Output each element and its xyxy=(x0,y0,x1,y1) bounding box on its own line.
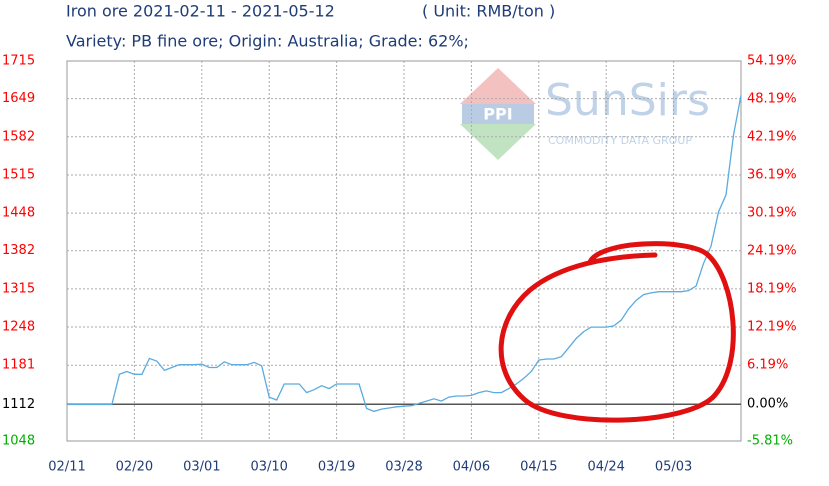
y-tick-label: 1382 xyxy=(2,243,35,258)
y2-tick-label: 0.00% xyxy=(747,397,788,412)
x-tick-label: 03/19 xyxy=(318,460,355,475)
y2-tick-label: -5.81% xyxy=(747,434,793,449)
y-tick-label: 1649 xyxy=(2,91,35,106)
x-tick-label: 04/24 xyxy=(587,460,624,475)
y-tick-label: 1112 xyxy=(2,397,35,412)
watermark: PPI SunSirs COMMODITY DATA GROUP xyxy=(460,68,710,160)
y2-tick-label: 54.19% xyxy=(747,54,797,69)
x-tick-label: 03/10 xyxy=(250,460,287,475)
logo-band xyxy=(462,104,534,124)
y2-tick-label: 42.19% xyxy=(747,130,797,145)
y2-tick-label: 30.19% xyxy=(747,206,797,221)
y2-tick-label: 24.19% xyxy=(747,244,797,259)
y2-tick-label: 36.19% xyxy=(747,168,797,183)
x-tick-label: 02/11 xyxy=(48,460,85,475)
y-tick-label: 1315 xyxy=(2,281,35,296)
x-tick-label: 05/03 xyxy=(655,460,692,475)
logo-bottom xyxy=(460,124,536,160)
marks xyxy=(67,61,742,441)
y-tick-label: 1515 xyxy=(2,167,35,182)
y2-tick-label: 6.19% xyxy=(747,358,788,373)
x-tick-label: 04/15 xyxy=(520,460,557,475)
chart-subtitle: Variety: PB fine ore; Origin: Australia;… xyxy=(66,32,469,51)
logo-top xyxy=(460,68,536,104)
x-tick-label: 03/01 xyxy=(183,460,220,475)
y-tick-label: 1181 xyxy=(2,358,35,373)
y2-tick-label: 18.19% xyxy=(747,282,797,297)
y2-tick-label: 12.19% xyxy=(747,320,797,335)
y2-tick-label: 48.19% xyxy=(747,92,797,107)
tagline: COMMODITY DATA GROUP xyxy=(548,134,692,147)
logo-text: PPI xyxy=(483,105,512,124)
y-tick-label: 1715 xyxy=(2,54,35,69)
y-tick-label: 1448 xyxy=(2,206,35,221)
hand-drawn-circle xyxy=(498,241,736,423)
brand: SunSirs xyxy=(545,75,710,126)
y-tick-label: 1582 xyxy=(2,129,35,144)
chart-title: Iron ore 2021-02-11 - 2021-05-12 xyxy=(66,2,335,21)
x-tick-label: 02/20 xyxy=(116,460,153,475)
x-tick-label: 03/28 xyxy=(385,460,422,475)
x-tick-label: 04/06 xyxy=(453,460,490,475)
y-tick-label: 1248 xyxy=(2,320,35,335)
series-line xyxy=(67,95,742,413)
y-tick-label: 1048 xyxy=(2,434,35,449)
unit: ( Unit: RMB/ton ) xyxy=(422,2,555,21)
